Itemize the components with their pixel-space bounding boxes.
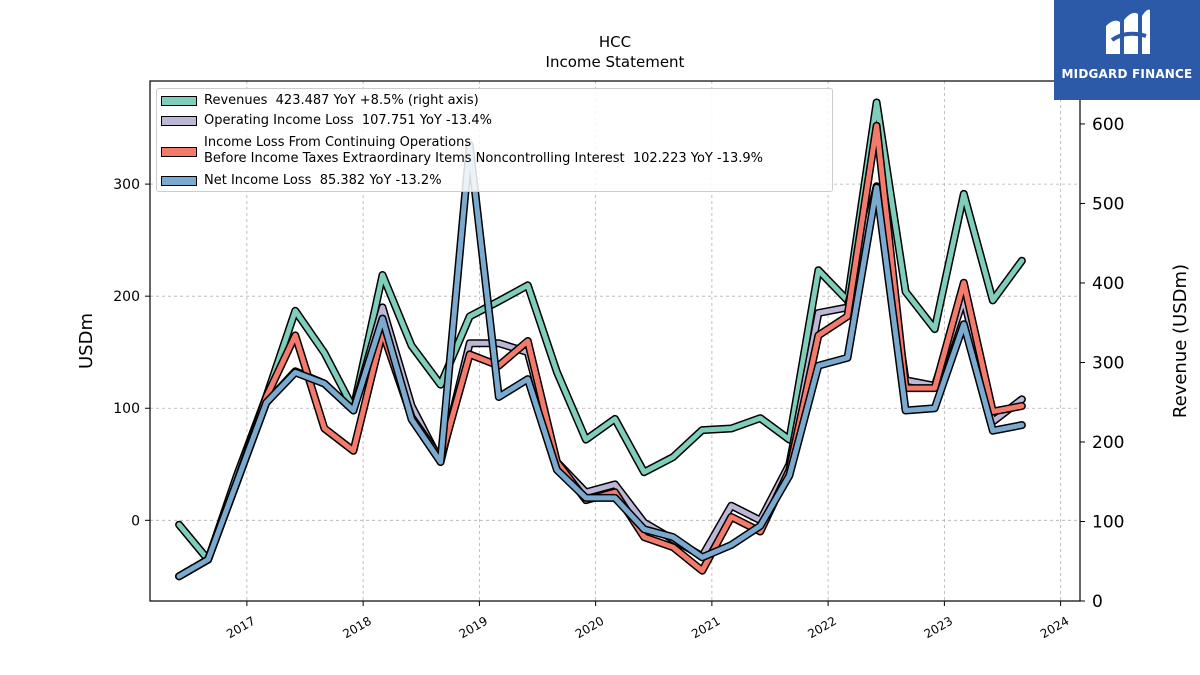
- chart-title: HCC: [599, 33, 631, 51]
- brand-name: MIDGARD FINANCE: [1061, 67, 1193, 81]
- y2-tick-label: 300: [1092, 353, 1124, 373]
- series-line-net: [176, 142, 1025, 579]
- x-tick-label: 2022: [805, 614, 838, 641]
- x-tick-label: 2017: [224, 614, 257, 641]
- y-tick-label: 300: [113, 177, 140, 193]
- legend-label-net: Net Income Loss 85.382 YoY -13.2%: [204, 173, 442, 188]
- y2-tick-label: 0: [1092, 592, 1103, 612]
- y-tick-label: 100: [113, 401, 140, 417]
- y2-tick-label: 200: [1092, 433, 1124, 453]
- y2-tick-label: 500: [1092, 194, 1124, 214]
- x-tick-label: 2024: [1038, 614, 1071, 641]
- y2-tick-label: 100: [1092, 512, 1124, 532]
- legend-item-operating: Operating Income Loss 107.751 YoY -13.4%: [157, 113, 492, 129]
- y2-tick-label: 400: [1092, 274, 1124, 294]
- legend-swatch-operating: [161, 116, 197, 126]
- brand-logo: MIDGARD FINANCE: [1054, 0, 1200, 100]
- plot-frame: [149, 80, 1081, 602]
- chart-subtitle: Income Statement: [546, 53, 685, 71]
- y2-axis-label: Revenue (USDm): [1170, 264, 1191, 418]
- legend-label-operating: Operating Income Loss 107.751 YoY -13.4%: [204, 113, 492, 128]
- legend-swatch-net: [161, 176, 197, 186]
- legend-label-revenues: Revenues 423.487 YoY +8.5% (right axis): [204, 93, 479, 108]
- legend-swatch-pretax: [161, 147, 197, 157]
- legend-item-net: Net Income Loss 85.382 YoY -13.2%: [157, 173, 442, 189]
- y-tick-label: 0: [131, 513, 140, 529]
- y2-tick-label: 600: [1092, 115, 1124, 135]
- legend-item-pretax: Income Loss From Continuing Operations B…: [157, 135, 763, 167]
- midgard-logo-icon: [1106, 9, 1150, 55]
- x-tick-label: 2023: [922, 614, 955, 641]
- x-tick-label: 2020: [573, 614, 606, 641]
- x-tick-label: 2021: [689, 614, 722, 641]
- series-layer: [175, 98, 1026, 581]
- x-tick-label: 2018: [340, 614, 373, 641]
- legend-label-pretax: Income Loss From Continuing Operations B…: [204, 135, 763, 166]
- legend: Revenues 423.487 YoY +8.5% (right axis) …: [156, 88, 833, 192]
- x-tick-label: 2019: [457, 614, 490, 641]
- legend-item-revenues: Revenues 423.487 YoY +8.5% (right axis): [157, 93, 479, 109]
- axis-layer: 2017 2018 2019 2020 2021 2022 2023 2024 0 100 200 3…: [113, 115, 1124, 641]
- y-tick-label: 200: [113, 289, 140, 305]
- y-axis-label: USDm: [76, 313, 97, 369]
- legend-swatch-revenues: [161, 96, 197, 106]
